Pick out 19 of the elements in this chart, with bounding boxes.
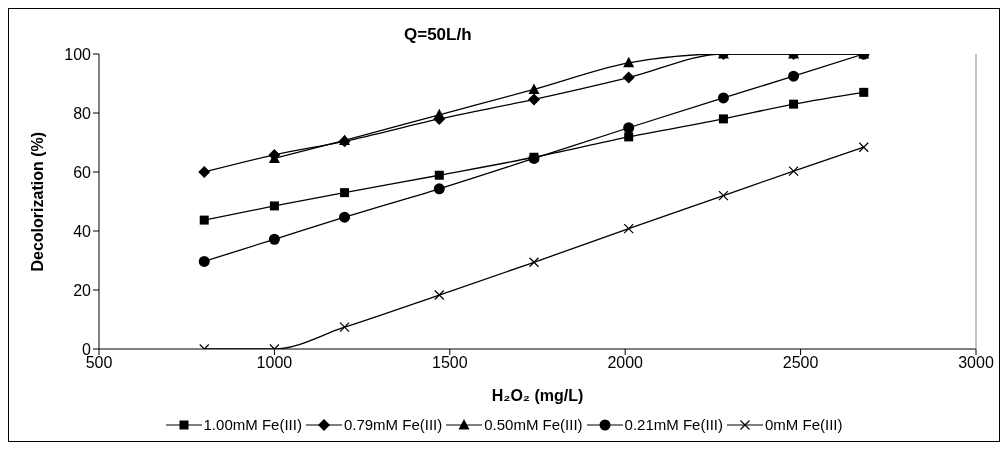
x-tick-label: 500: [85, 354, 113, 372]
y-tick-label: 20: [73, 281, 92, 299]
y-axis-title: Decolorization (%): [28, 131, 46, 272]
y-tick-label: 60: [73, 163, 92, 181]
y-tick-label: 100: [64, 45, 92, 63]
x-tick-label: 1000: [256, 354, 293, 372]
legend-label: 0.21mM Fe(III): [624, 416, 723, 433]
chart-title: Q=50L/h: [404, 25, 472, 45]
y-tick-label: 40: [73, 222, 92, 240]
x-tick-label: 2000: [607, 354, 644, 372]
legend-label: 1.00mM Fe(III): [203, 416, 302, 433]
x-axis-title: H₂O₂ (mg/L): [491, 387, 584, 404]
x-tick-label: 3000: [958, 354, 994, 372]
x-tick-label: 2500: [782, 354, 819, 372]
legend-label: 0.79mM Fe(III): [343, 416, 443, 433]
y-tick-label: 80: [73, 104, 92, 122]
legend-label: 0mM Fe(III): [764, 416, 843, 433]
x-tick-label: 1500: [432, 354, 468, 372]
legend-label: 0.50mM Fe(III): [484, 416, 583, 433]
